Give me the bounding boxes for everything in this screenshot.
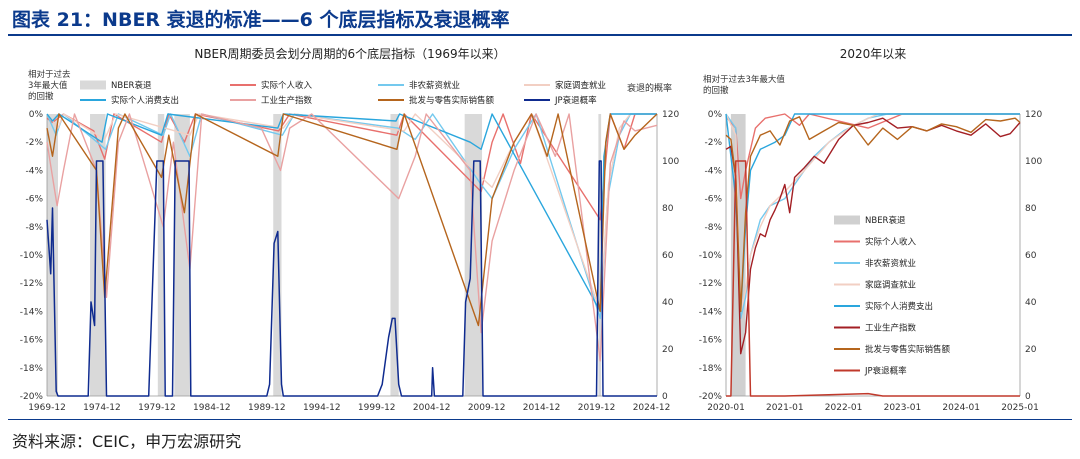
y-tick-label: -4%	[25, 166, 43, 176]
x-tick-label: 1984-12	[193, 403, 231, 413]
x-tick-label: 2021-01	[766, 403, 804, 413]
chart-title: 2020年以来	[840, 47, 907, 61]
y-tick-label-right: 0	[662, 392, 668, 402]
y-tick-label: -16%	[699, 336, 723, 346]
x-tick-label: 2023-01	[884, 403, 922, 413]
legend-label: NBER衰退	[111, 80, 152, 91]
series-line-industrial	[46, 113, 658, 362]
legend-label: 非农薪资就业	[409, 80, 460, 91]
series-line-income	[46, 113, 657, 221]
x-tick-label: 1979-12	[138, 403, 176, 413]
y-tick-label: -8%	[25, 223, 43, 233]
recession-band	[598, 114, 602, 396]
x-tick-label: 1999-12	[358, 403, 396, 413]
legend-label: 实际个人消费支出	[865, 301, 933, 312]
y-tick-label: 0%	[29, 110, 44, 120]
y-tick-label-right: 60	[1025, 251, 1037, 261]
legend-label: 家庭调查就业	[865, 280, 916, 291]
x-tick-label: 2024-01	[942, 403, 980, 413]
legend-label: 批发与零售实际销售额	[409, 95, 495, 106]
recession-band	[390, 114, 399, 396]
chart-title: NBER周期委员会划分周期的6个底层指标（1969年以来）	[194, 46, 505, 61]
legend-label: 实际个人收入	[261, 80, 313, 91]
y-tick-label-right: 80	[1025, 204, 1037, 214]
y-tick-label-right: 80	[662, 204, 674, 214]
x-tick-label: 2025-01	[1001, 403, 1039, 413]
series-line-income	[725, 113, 1020, 200]
y-tick-label: -18%	[699, 364, 723, 374]
series-line-industrial	[725, 117, 1021, 355]
legend-label: JP衰退概率	[554, 95, 597, 106]
y-tick-label: -20%	[20, 392, 44, 402]
legend-label: 批发与零售实际销售额	[865, 344, 951, 355]
y-tick-label: -6%	[25, 195, 43, 205]
y-axis-label: 相对于过去	[28, 69, 71, 80]
y-tick-label: -18%	[20, 364, 44, 374]
legend-label: 工业生产指数	[261, 95, 313, 106]
x-tick-label: 2004-12	[413, 403, 451, 413]
y-tick-label-right: 120	[662, 110, 679, 120]
y-tick-label: -4%	[704, 166, 722, 176]
y-axis-label-right: 衰退的概率	[627, 82, 672, 94]
legend-label: 实际个人消费支出	[111, 95, 179, 106]
legend-label: JP衰退概率	[864, 366, 907, 377]
y-axis-label: 3年最大值	[28, 80, 68, 91]
series-line-sales	[46, 113, 658, 327]
y-tick-label: -12%	[699, 279, 723, 289]
footer-divider	[8, 419, 1072, 420]
y-tick-label: -2%	[25, 138, 43, 148]
y-tick-label: -2%	[704, 138, 722, 148]
x-tick-label: 2020-01	[707, 403, 745, 413]
x-tick-label: 2014-12	[523, 403, 561, 413]
y-tick-label-right: 0	[1025, 392, 1031, 402]
y-tick-label: -14%	[699, 307, 723, 317]
series-line-jp	[46, 160, 657, 397]
x-tick-label: 1994-12	[303, 403, 341, 413]
legend-label: 非农薪资就业	[865, 258, 916, 269]
y-tick-label: -8%	[704, 223, 722, 233]
legend-label: 工业生产指数	[865, 323, 917, 334]
legend-label: 家庭调查就业	[555, 80, 606, 91]
y-tick-label-right: 100	[662, 157, 679, 167]
y-tick-label-right: 40	[1025, 298, 1037, 308]
x-tick-label: 2019-12	[578, 403, 616, 413]
title-divider	[8, 34, 1072, 36]
legend-label: NBER衰退	[865, 215, 906, 226]
x-tick-label: 2024-12	[633, 403, 671, 413]
y-tick-label: -10%	[699, 251, 723, 261]
page-title: 图表 21：NBER 衰退的标准——6 个底层指标及衰退概率	[12, 9, 510, 31]
source-note: 资料来源：CEIC，申万宏源研究	[12, 432, 242, 451]
series-line-jp	[726, 160, 1020, 397]
x-tick-label: 2022-01	[825, 403, 863, 413]
y-tick-label-right: 40	[662, 298, 674, 308]
y-axis-label: 相对于过去3年最大值	[703, 74, 785, 85]
x-tick-label: 1969-12	[28, 403, 66, 413]
y-tick-label: -10%	[20, 251, 44, 261]
y-tick-label-right: 20	[662, 345, 674, 355]
recession-band	[273, 114, 282, 396]
y-axis-label: 的回撤	[703, 85, 729, 96]
y-tick-label: -20%	[699, 392, 723, 402]
recession-band	[157, 114, 165, 396]
y-tick-label: -16%	[20, 336, 44, 346]
x-tick-label: 1974-12	[83, 403, 121, 413]
y-tick-label-right: 100	[1025, 157, 1042, 167]
y-tick-label-right: 20	[1025, 345, 1037, 355]
y-tick-label-right: 60	[662, 251, 674, 261]
series-line-sales	[725, 116, 1021, 313]
legend-label: 实际个人收入	[865, 237, 917, 248]
main-chart: NBER周期委员会划分周期的6个底层指标（1969年以来） 相对于过去3年最大值的…	[20, 46, 680, 413]
recession-band	[47, 114, 58, 396]
recession-band	[464, 114, 483, 396]
x-tick-label: 2009-12	[468, 403, 506, 413]
y-tick-label-right: 120	[1025, 110, 1042, 120]
y-axis-label: 的回撤	[28, 91, 54, 102]
y-tick-label: -12%	[20, 279, 44, 289]
y-tick-label: 0%	[708, 110, 723, 120]
y-tick-label: -14%	[20, 307, 44, 317]
series-line-household	[46, 113, 657, 313]
x-tick-label: 1989-12	[248, 403, 286, 413]
y-tick-label: -6%	[704, 195, 722, 205]
